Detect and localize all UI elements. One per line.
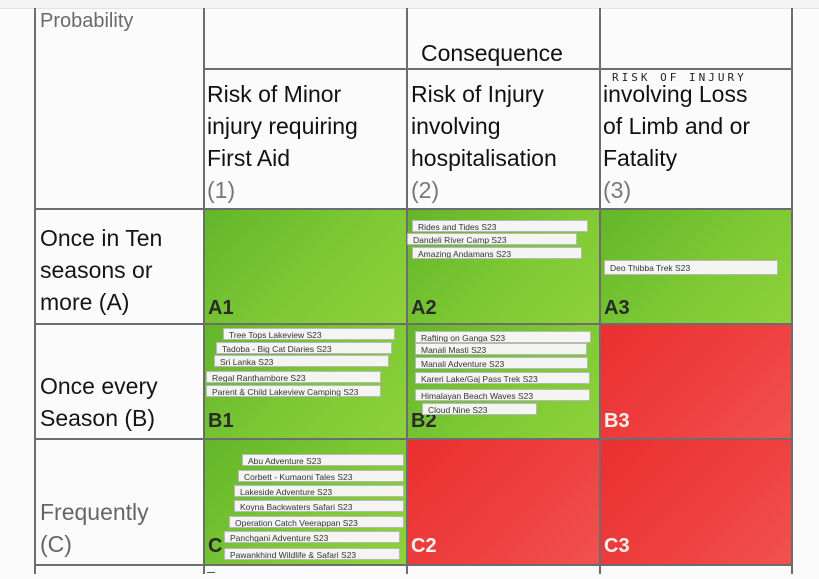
trip-label: Amazing Andamans S23: [412, 247, 582, 259]
cell-C3: [600, 439, 791, 565]
grid-line: [406, 8, 408, 574]
trip-label: Rides and Tides S23: [412, 220, 588, 232]
grid-line: [791, 8, 793, 574]
column-header-2: Risk of Injury involving hospitalisation…: [411, 78, 597, 206]
cell-code-A3: A3: [604, 297, 630, 319]
trip-label: Tadoba - Big Cat Diaries S23: [216, 342, 392, 354]
trip-label: Lakeside Adventure S23: [234, 485, 404, 497]
grid-line: [34, 438, 793, 440]
trip-label: Tree Tops Lakeview S23: [223, 328, 395, 340]
trip-label: Sri Lanka S23: [214, 355, 389, 367]
trip-label: Koyna Backwaters Safari S23: [234, 500, 404, 512]
cell-code-B2: B2: [411, 410, 437, 432]
top-strip: [0, 0, 819, 9]
cell-code-C1: C: [208, 535, 223, 557]
trip-label: Parent & Child Lakeview Camping S23: [206, 385, 381, 397]
grid-line: [34, 208, 793, 210]
grid-line: [599, 8, 601, 574]
column-header-3: involving Loss of Limb and or Fatality (…: [603, 78, 789, 206]
trip-label: Abu Adventure S23: [242, 454, 404, 466]
cell-code-B1: B1: [208, 410, 234, 432]
trip-label: Operation Catch Veerappan S23: [229, 516, 404, 528]
trip-label: Kareri Lake/Gaj Pass Trek S23: [415, 372, 590, 384]
grid-line: [203, 8, 205, 574]
cell-code-B3: B3: [604, 410, 630, 432]
column-header-text: Risk of Minor injury requiring First Aid: [207, 81, 358, 171]
cell-code-C3: C3: [604, 535, 630, 557]
column-header-text: involving Loss of Limb and or Fatality: [603, 81, 751, 171]
risk-matrix: Probability Consequence RISK OF INJURY R…: [34, 8, 802, 574]
trip-label: Manali Adventure S23: [415, 357, 588, 369]
cell-C2: [407, 439, 600, 565]
row-label-b: Once every Season (B): [40, 373, 158, 431]
cell-code-C2: C2: [411, 535, 437, 557]
trip-label: Corbett - Kumaoni Tales S23: [238, 470, 404, 482]
column-header-number: (1): [207, 177, 236, 203]
trip-label: Dandeli River Camp S23: [407, 233, 577, 245]
cell-code-A1: A1: [208, 297, 234, 319]
trip-label: Himalayan Beach Waves S23: [415, 389, 590, 401]
trip-label: Regal Ranthambore S23: [206, 371, 381, 383]
column-header-number: (2): [411, 177, 440, 203]
probability-label: Probability: [40, 10, 134, 32]
trip-label: Cloud Nine S23: [422, 403, 537, 415]
column-header-1: Risk of Minor injury requiring First Aid…: [207, 78, 402, 206]
page-mark: [207, 572, 215, 573]
trip-label: Manali Masti S23: [415, 343, 587, 355]
grid-line: [34, 8, 36, 574]
grid-line: [34, 564, 793, 566]
column-header-number: (3): [603, 177, 632, 203]
trip-label: Pawankhind Wildlife & Safari S23: [224, 548, 400, 560]
cell-B3: [600, 324, 791, 439]
row-label-c: Frequently (C): [40, 499, 149, 557]
trip-label: Panchgani Adventure S23: [224, 531, 400, 543]
row-label-a: Once in Ten seasons or more (A): [40, 225, 163, 315]
grid-line: [204, 68, 793, 70]
column-header-text: Risk of Injury involving hospitalisation: [411, 81, 557, 171]
trip-label: Deo Thibba Trek S23: [604, 260, 778, 275]
handwritten-note: RISK OF INJURY: [612, 71, 747, 84]
cell-code-A2: A2: [411, 297, 437, 319]
cell-A1: [204, 209, 407, 324]
consequence-label: Consequence: [421, 40, 563, 66]
grid-line: [34, 323, 793, 325]
trip-label: Rafting on Ganga S23: [415, 331, 591, 343]
